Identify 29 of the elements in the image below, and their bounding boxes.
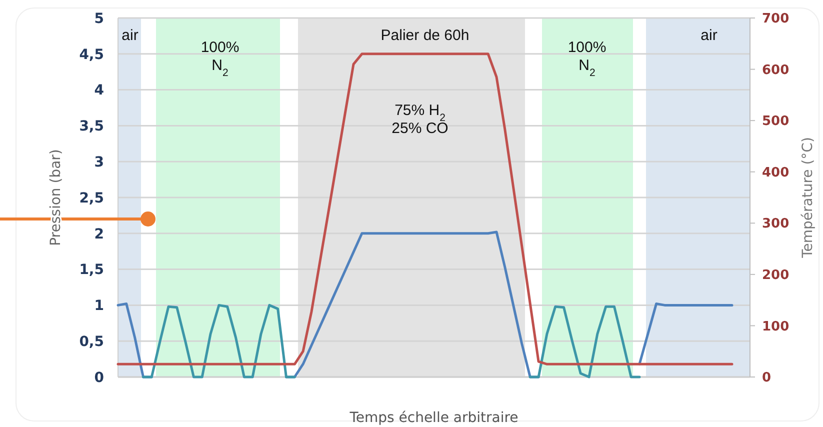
y-tick-label: 3: [94, 154, 104, 170]
annotation: 75% H$_{2}$ 25% CO: [392, 102, 448, 137]
y2-tick-label: 0: [762, 370, 772, 386]
y2-axis-title: Température (°C): [800, 137, 816, 259]
x-axis-title: Temps échelle arbitraire: [348, 410, 518, 426]
annotation: 100% N$_{2}$: [200, 39, 240, 79]
y2-tick-label: 400: [762, 165, 790, 180]
y2-tick-label: 200: [762, 268, 790, 283]
y-tick-label: 3,5: [79, 118, 104, 135]
y-tick-label: 4: [94, 82, 104, 99]
y-tick-label: 2: [94, 226, 104, 242]
y-tick-label: 0: [94, 370, 104, 386]
y2-tick-label: 500: [762, 114, 790, 130]
y-tick-label: 1: [94, 298, 104, 314]
annotation: Palier de 60h: [380, 27, 470, 44]
y2-tick-label: 100: [762, 319, 790, 334]
y-tick-label: 5: [94, 10, 104, 27]
y-tick-label: 1,5: [79, 262, 104, 278]
y-tick-label: 2,5: [79, 190, 104, 206]
line-series: [116, 52, 734, 366]
annotation: air: [122, 27, 138, 44]
y2-tick-label: 300: [762, 216, 790, 232]
annotation: air: [700, 27, 718, 44]
annotation: 100% N$_{2}$: [568, 39, 606, 79]
y-tick-label: 4,5: [79, 46, 104, 63]
y-axis-title: Pression (bar): [48, 149, 64, 246]
y2-tick-label: 600: [762, 62, 790, 78]
y2-tick-label: 700: [762, 12, 790, 27]
y-tick-label: 0,5: [79, 334, 104, 350]
